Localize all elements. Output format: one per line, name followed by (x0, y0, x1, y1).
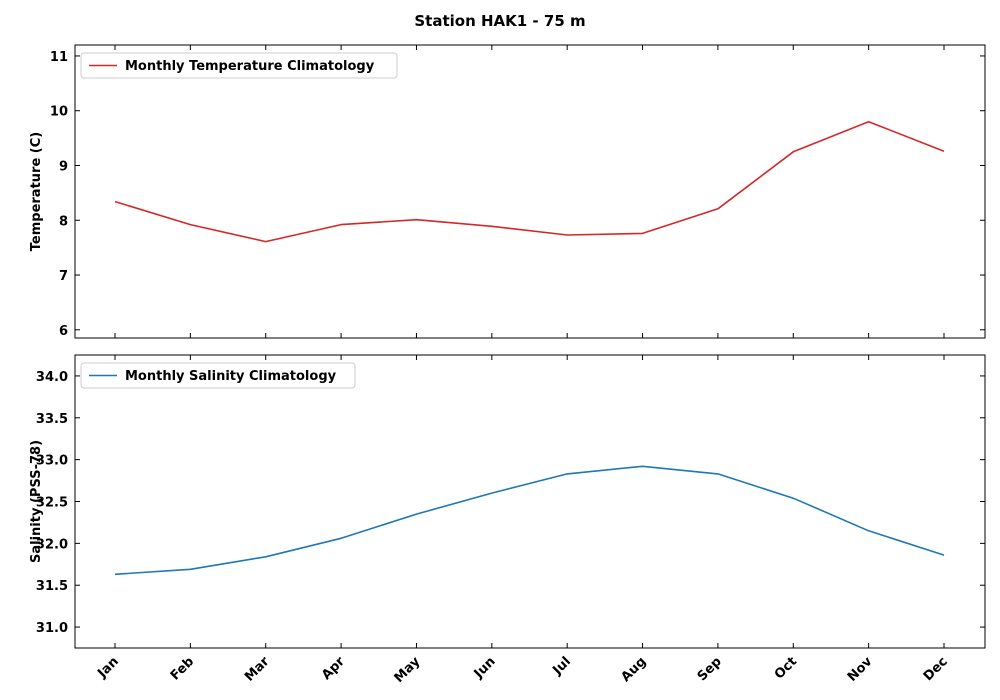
y-tick-label: 31.0 (36, 621, 68, 636)
y-tick-label: 7 (59, 269, 68, 284)
axes-frame (74, 44, 986, 339)
series-line (114, 120, 945, 243)
y-tick-label: 11 (50, 50, 68, 65)
y-tick-label: 33.0 (36, 454, 68, 469)
legend-box (80, 52, 398, 79)
y-tick-label: 31.5 (36, 579, 68, 594)
y-tick-label: 34.0 (36, 370, 68, 385)
y-tick-label: 32.0 (36, 537, 68, 552)
y-tick-label: 33.5 (36, 412, 68, 427)
y-tick-label: 9 (59, 159, 68, 174)
legend-box (80, 362, 356, 389)
y-tick-label: 10 (50, 105, 68, 120)
y-tick-label: 6 (59, 324, 68, 339)
y-axis-label: Salinity (PSS-78) (29, 440, 44, 563)
y-tick-label: 8 (59, 214, 68, 229)
series-line (114, 465, 945, 576)
legend-label: Monthly Salinity Climatology (125, 369, 337, 384)
temperature-panel: 6 7 8 9 10 11 Temperature (C) Monthly Temperatu… (29, 44, 986, 339)
y-tick-label: 32.5 (36, 496, 68, 511)
legend-label: Monthly Temperature Climatology (125, 59, 375, 74)
y-axis-label: Temperature (C) (29, 132, 44, 251)
figure-title: Station HAK1 - 75 m (414, 12, 585, 30)
